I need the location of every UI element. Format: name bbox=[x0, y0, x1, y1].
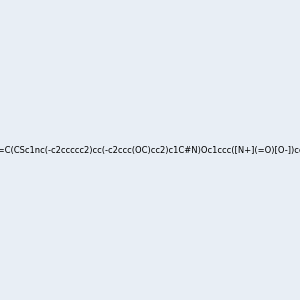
Text: O=C(CSc1nc(-c2ccccc2)cc(-c2ccc(OC)cc2)c1C#N)Oc1ccc([N+](=O)[O-])cc1: O=C(CSc1nc(-c2ccccc2)cc(-c2ccc(OC)cc2)c1… bbox=[0, 146, 300, 154]
